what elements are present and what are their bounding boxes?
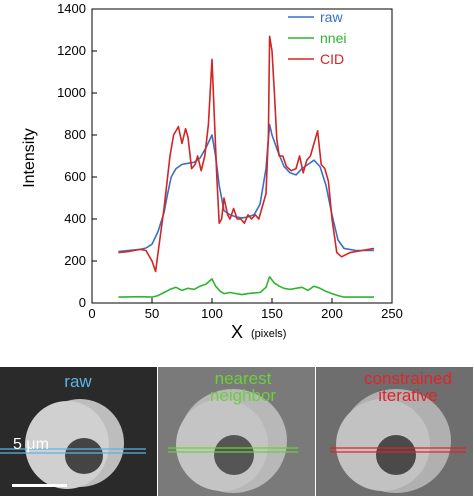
y-tick-label: 1000 — [57, 85, 86, 100]
tick-layer: 0 50 100 150 200 250 0 200 400 600 800 1000 1200 1400 — [57, 1, 403, 321]
x-axis-unit: (pixels) — [251, 328, 286, 340]
y-tick-label: 0 — [79, 295, 86, 310]
y-tick-label: 1400 — [57, 1, 86, 16]
series-line-raw — [118, 123, 374, 253]
line-chart: 0 50 100 150 200 250 0 200 400 600 800 1000 1200 1400… — [21, 1, 403, 342]
panel-label-nearest-neighbor: nearest neighbor — [209, 369, 277, 405]
series-layer — [118, 35, 375, 298]
y-tick-label: 1200 — [57, 43, 86, 58]
series-line-cid — [118, 35, 375, 273]
cell-image-nearest-neighbor — [158, 367, 315, 496]
y-tick-label: 800 — [64, 127, 86, 142]
x-tick-label: 250 — [381, 306, 403, 321]
series-line-nnei — [118, 275, 374, 298]
plot-area — [91, 8, 393, 304]
legend-label: nnei — [320, 30, 346, 46]
legend: raw nnei CID — [288, 9, 346, 67]
panel-label-constrained-iterative: constrained iterative — [364, 369, 452, 405]
image-panel-constrained-iterative: constrained iterative — [316, 367, 473, 496]
scale-bar — [12, 484, 67, 487]
x-tick-label: 0 — [88, 306, 95, 321]
image-panel-nearest-neighbor: nearest neighbor — [158, 367, 315, 496]
x-tick-label: 150 — [261, 306, 283, 321]
x-tick-label: 100 — [201, 306, 223, 321]
x-tick-label: 200 — [321, 306, 343, 321]
y-axis-title: Intensity — [21, 128, 38, 188]
legend-label: CID — [320, 51, 344, 67]
y-tick-label: 200 — [64, 253, 86, 268]
scale-bar-label: 5 μm — [13, 436, 49, 453]
plot-frame — [91, 8, 393, 304]
image-panel-raw: raw — [0, 367, 157, 496]
cell-image-constrained-iterative — [316, 367, 473, 496]
x-tick-label: 50 — [145, 306, 159, 321]
x-axis-title: X — [231, 322, 243, 342]
y-tick-label: 600 — [64, 169, 86, 184]
y-tick-label: 400 — [64, 211, 86, 226]
legend-label: raw — [320, 9, 343, 25]
cell-image-raw — [0, 399, 146, 489]
panel-label-raw: raw — [64, 372, 92, 391]
